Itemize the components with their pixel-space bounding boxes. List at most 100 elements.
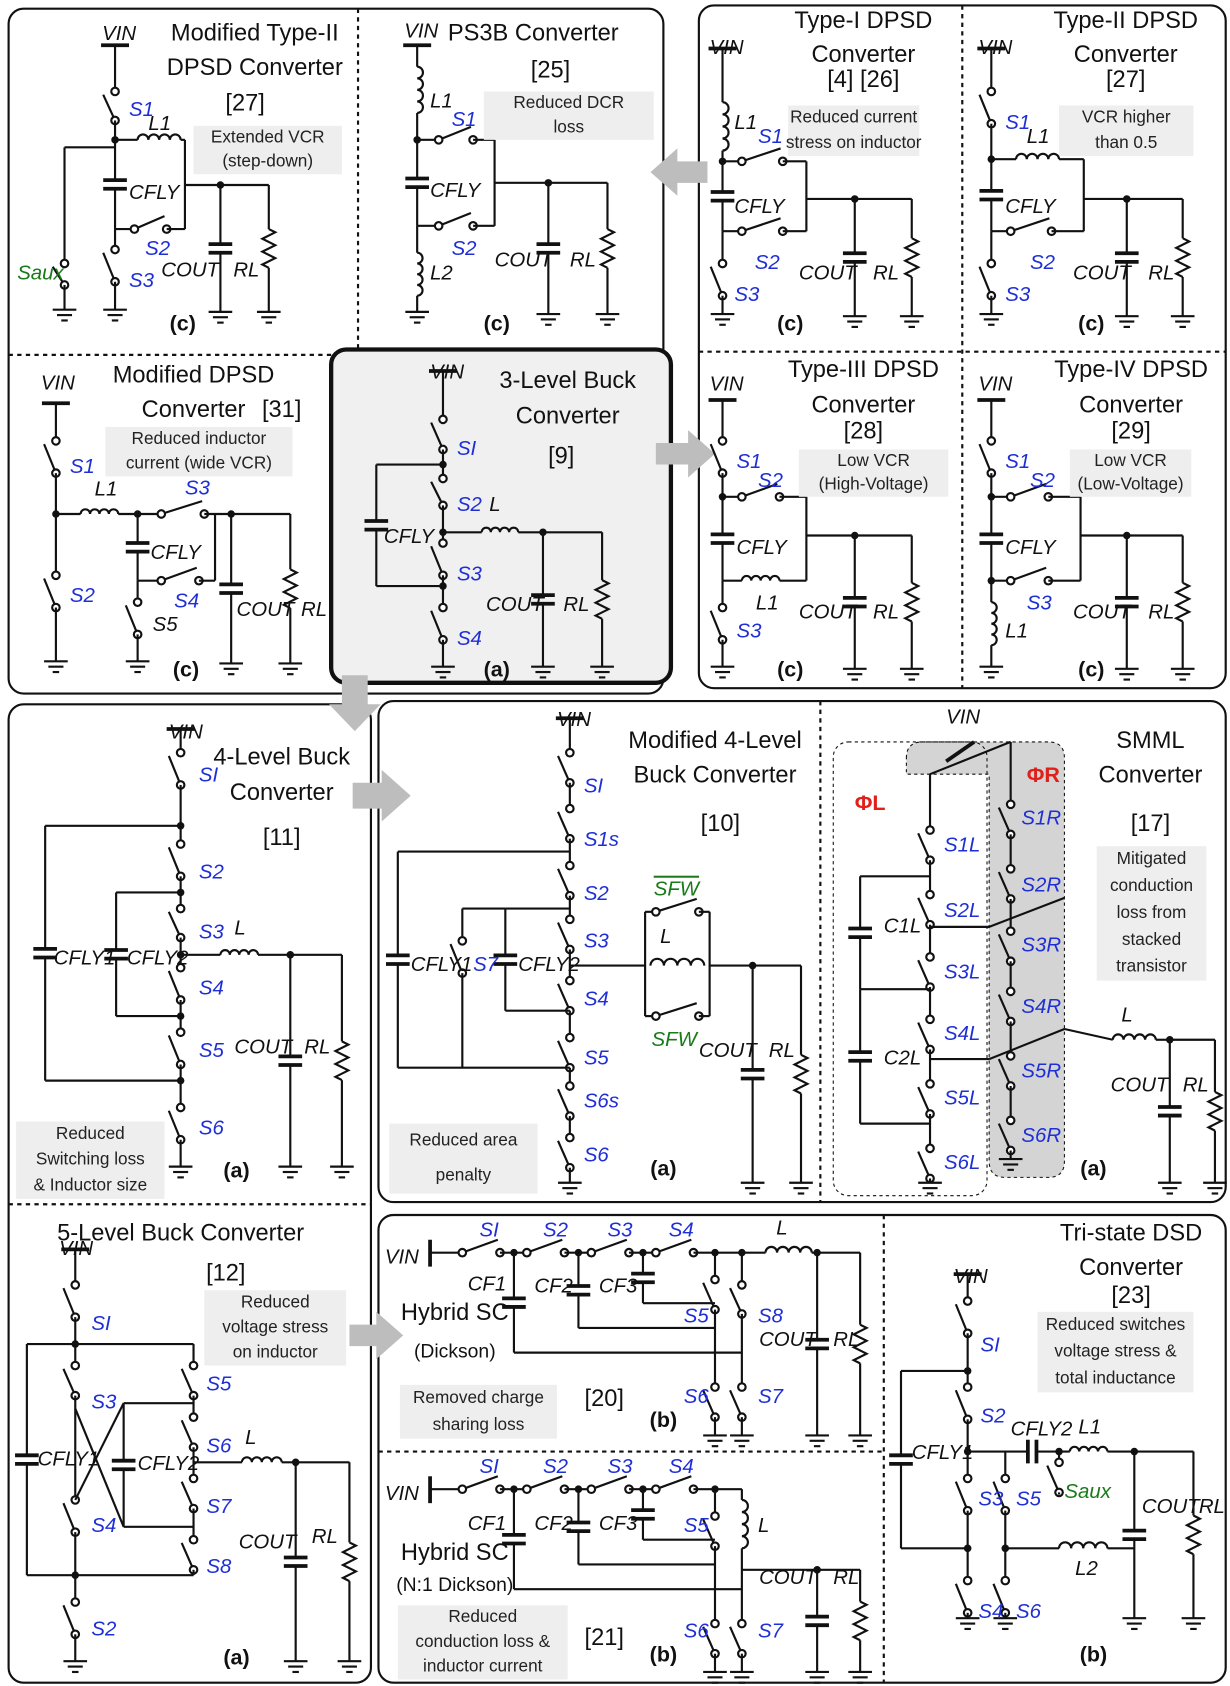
- component-label: Saux: [1064, 1481, 1111, 1503]
- contact: [1005, 926, 1016, 937]
- note-box: [397, 1605, 568, 1680]
- component-label: S5: [1016, 1488, 1042, 1510]
- switch-blade: [160, 500, 203, 516]
- component-label: S2: [199, 861, 225, 883]
- component-label: S1s: [584, 829, 619, 851]
- switch-blade: [917, 1086, 932, 1115]
- component-label: S6L: [944, 1152, 980, 1174]
- component-label: COUT: [234, 1037, 293, 1059]
- component-label: CFLY2: [518, 954, 580, 976]
- component-label: S6: [206, 1436, 232, 1458]
- note-text: than 0.5: [1095, 132, 1157, 152]
- contact: [438, 602, 448, 613]
- contact: [737, 1382, 747, 1392]
- note-text: penalty: [436, 1165, 492, 1185]
- component-label: SI: [480, 1456, 500, 1478]
- component-label: S2: [758, 470, 784, 492]
- inductor: [722, 101, 730, 152]
- contact: [651, 1247, 661, 1258]
- contact: [737, 1618, 747, 1629]
- component-label: S4R: [1021, 996, 1061, 1018]
- component-label: S3: [607, 1456, 633, 1478]
- panel-title: Modified Type-II: [171, 21, 339, 47]
- contact: [925, 1143, 935, 1154]
- wire: [988, 896, 1065, 928]
- switch-blade: [180, 1542, 195, 1571]
- component-label: RL: [563, 594, 589, 616]
- switch-blade: [438, 125, 472, 141]
- component-label: L1: [95, 479, 118, 501]
- component-label: L2: [430, 263, 453, 285]
- component-label: L: [758, 1515, 769, 1537]
- switch-blade: [1010, 566, 1047, 582]
- panel-title: (Dickson): [414, 1341, 496, 1363]
- panel-title: Converter: [1074, 42, 1178, 68]
- component-label: CFLY2: [127, 948, 189, 970]
- inductor: [1111, 1033, 1157, 1040]
- panel-title: Type-III DPSD: [788, 357, 939, 383]
- component-label: CF1: [468, 1273, 507, 1295]
- component-label: S3: [129, 270, 155, 292]
- resistor: [1173, 237, 1192, 278]
- contact: [1005, 799, 1016, 810]
- switch-blade: [655, 1475, 692, 1491]
- component-label: VIN: [385, 1246, 419, 1268]
- component-label: SI: [91, 1313, 111, 1335]
- phase-region: [905, 741, 1065, 1178]
- component-label: CF3: [599, 1513, 638, 1535]
- reference: [31]: [262, 397, 301, 423]
- component-label: S3: [1027, 593, 1053, 615]
- component-label: CFLY: [736, 537, 788, 559]
- contact: [70, 1597, 81, 1607]
- contact: [925, 825, 935, 835]
- contact: [710, 1382, 720, 1392]
- contact: [962, 1382, 973, 1392]
- switch-blade: [997, 871, 1012, 900]
- switch-blade: [430, 545, 444, 576]
- inductor: [740, 574, 781, 581]
- component-label: CFLY: [1005, 196, 1057, 218]
- contact: [433, 221, 444, 231]
- contact: [565, 1132, 575, 1143]
- arrow: [329, 675, 381, 732]
- contact: [962, 1473, 973, 1484]
- component-label: S6: [584, 1144, 610, 1166]
- contact: [132, 597, 143, 607]
- component-label: CFLY: [430, 180, 482, 202]
- component-label: S4: [199, 978, 224, 1000]
- resistor: [593, 579, 611, 620]
- switch-blade: [167, 846, 182, 877]
- contact: [175, 1027, 186, 1038]
- switch-blade: [557, 755, 571, 784]
- contact: [1000, 1473, 1011, 1484]
- component-label: S1: [1005, 451, 1030, 473]
- resistor: [333, 1040, 351, 1082]
- switch-blade: [180, 1419, 195, 1448]
- component-label: RL: [833, 1329, 859, 1351]
- switch-blade: [461, 1475, 499, 1491]
- note-text: inductor current: [423, 1656, 543, 1676]
- contact: [1005, 1051, 1016, 1061]
- component-label: S1: [129, 99, 154, 121]
- contact: [925, 889, 935, 900]
- component-label: RL: [833, 1567, 859, 1589]
- note-text: Extended VCR: [211, 127, 325, 147]
- panel-frame: [377, 700, 1227, 1204]
- component-label: CFLY: [1005, 537, 1057, 559]
- component-label: COUT: [1073, 601, 1132, 623]
- switch-blade: [954, 1303, 969, 1334]
- contact: [717, 602, 728, 613]
- note-text: conduction: [1110, 875, 1193, 895]
- switch-blade: [978, 443, 993, 474]
- note-box: [399, 1384, 557, 1439]
- contact: [188, 1473, 199, 1484]
- switch-blade: [526, 1475, 563, 1491]
- panel-label: (c): [777, 658, 803, 682]
- component-label: COUT: [1073, 263, 1132, 285]
- note-text: stress on inductor: [786, 132, 922, 152]
- component-label: CFLY1: [411, 954, 473, 976]
- panel-title: Modified DPSD: [113, 363, 275, 389]
- switch-blade: [62, 1502, 77, 1533]
- contact: [717, 258, 728, 269]
- switch-blade: [702, 1282, 716, 1311]
